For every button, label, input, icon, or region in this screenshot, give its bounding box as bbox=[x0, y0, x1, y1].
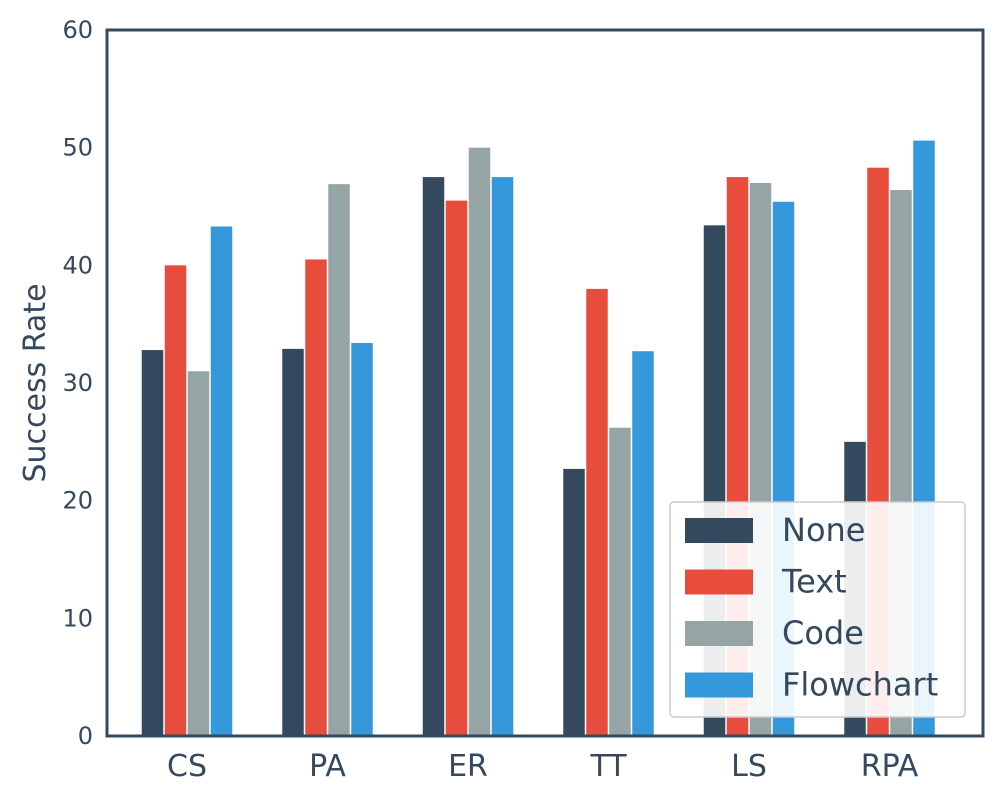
x-tick-label: LS bbox=[731, 749, 767, 784]
y-axis-title: Success Rate bbox=[18, 283, 53, 482]
legend: None Text Code Flowchart bbox=[669, 501, 966, 718]
legend-label-code: Code bbox=[782, 614, 864, 652]
legend-label-none: None bbox=[782, 511, 865, 549]
y-tick-label: 10 bbox=[62, 604, 93, 632]
x-tick-label: ER bbox=[448, 749, 488, 784]
bar-tt-code bbox=[609, 427, 631, 736]
y-tick-label: 20 bbox=[62, 487, 93, 515]
bar-er-flowchart bbox=[491, 177, 514, 736]
y-axis-ticks: 0 10 20 30 40 50 60 bbox=[62, 16, 93, 750]
y-tick-label: 50 bbox=[62, 134, 93, 162]
bar-cs-code bbox=[187, 371, 210, 736]
legend-swatch-code bbox=[685, 621, 753, 646]
bar-er-none bbox=[422, 177, 445, 736]
legend-label-text: Text bbox=[781, 563, 847, 601]
y-tick-label: 60 bbox=[62, 16, 93, 44]
bar-er-code bbox=[468, 147, 491, 737]
bar-pa-none bbox=[282, 348, 304, 736]
legend-box bbox=[669, 501, 966, 718]
x-tick-label: PA bbox=[309, 749, 346, 784]
bar-pa-flowchart bbox=[351, 342, 373, 736]
bar-pa-code bbox=[328, 184, 350, 736]
y-tick-label: 40 bbox=[62, 251, 93, 279]
y-tick-label: 30 bbox=[62, 369, 93, 397]
plot-frame bbox=[105, 28, 985, 738]
bar-tt-none bbox=[563, 468, 585, 736]
legend-label-flowchart: Flowchart bbox=[782, 666, 938, 704]
x-tick-label: RPA bbox=[861, 749, 919, 784]
legend-swatch-none bbox=[685, 518, 753, 543]
x-tick-label: CS bbox=[167, 749, 207, 784]
x-axis-ticks: CS PA ER TT LS RPA bbox=[167, 749, 919, 784]
bar-tt-flowchart bbox=[632, 351, 654, 736]
y-tick-label: 0 bbox=[78, 722, 93, 750]
bar-tt-text bbox=[586, 288, 608, 736]
bar-er-text bbox=[445, 200, 468, 736]
bar-cs-text bbox=[164, 265, 187, 736]
bar-pa-text bbox=[305, 259, 327, 736]
legend-swatch-flowchart bbox=[685, 672, 753, 698]
bar-cs-flowchart bbox=[210, 226, 233, 736]
legend-swatch-text bbox=[685, 569, 753, 595]
x-tick-label: TT bbox=[589, 749, 627, 784]
bar-cs-none bbox=[141, 350, 164, 736]
